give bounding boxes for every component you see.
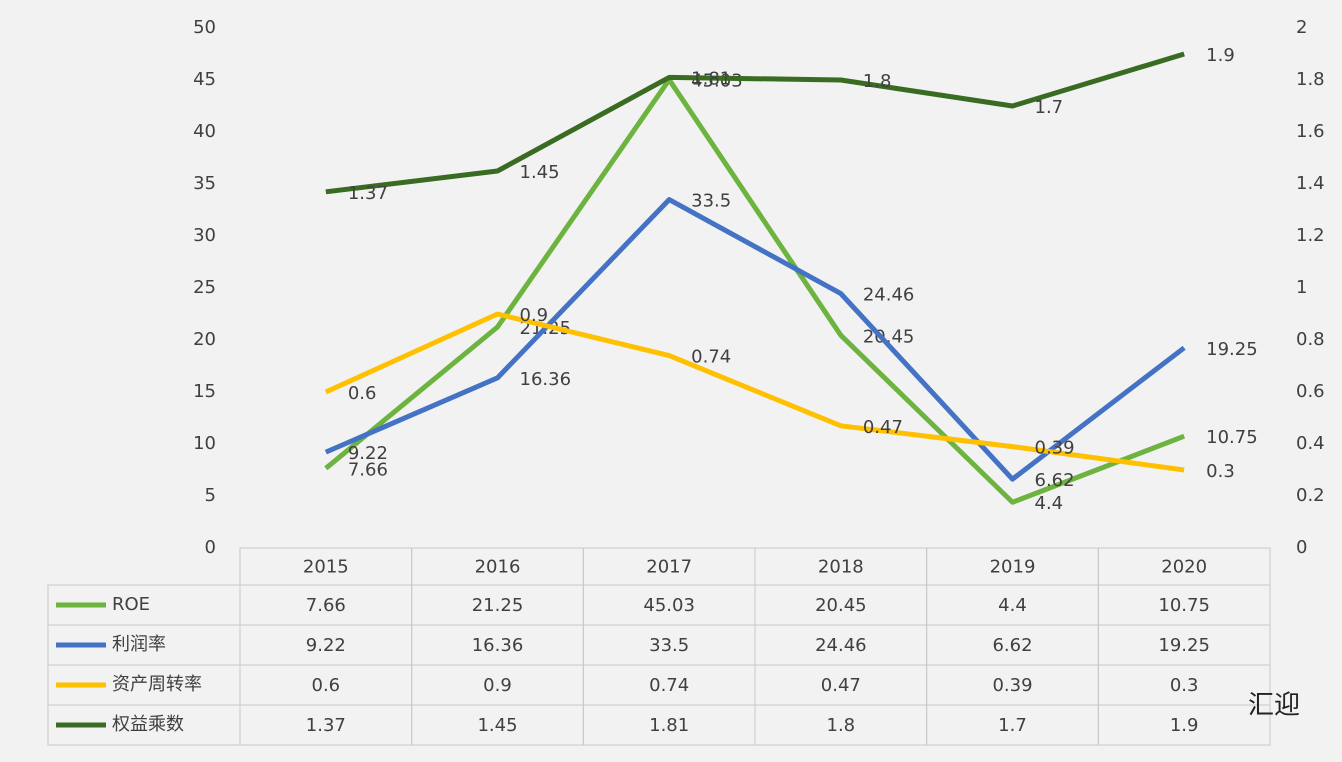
table-header: 2019: [990, 557, 1036, 578]
legend-label: 利润率: [112, 634, 166, 655]
table-value: 1.81: [649, 715, 689, 736]
table-value: 21.25: [472, 595, 524, 616]
y2-tick-label: 0.4: [1296, 433, 1325, 454]
y2-tick-label: 0.6: [1296, 381, 1325, 402]
table-value: 19.25: [1158, 635, 1210, 656]
table-header: 2017: [646, 557, 692, 578]
y-tick-label: 20: [193, 329, 216, 350]
data-label: 0.39: [1035, 438, 1075, 459]
data-label: 1.81: [691, 68, 731, 89]
y-tick-label: 0: [205, 537, 216, 558]
data-label: 1.45: [520, 162, 560, 183]
legend-label: 权益乘数: [112, 714, 184, 735]
table-value: 0.9: [483, 675, 512, 696]
table-value: 6.62: [992, 635, 1032, 656]
y2-tick-label: 0.2: [1296, 485, 1325, 506]
table-header: 2018: [818, 557, 864, 578]
y2-tick-label: 1.8: [1296, 69, 1325, 90]
y-tick-label: 25: [193, 277, 216, 298]
table-value: 16.36: [472, 635, 524, 656]
data-label: 9.22: [348, 443, 388, 464]
table-header: 2015: [303, 557, 349, 578]
table-value: 9.22: [306, 635, 346, 656]
data-label: 1.37: [348, 183, 388, 204]
table-value: 1.45: [477, 715, 517, 736]
y-tick-label: 15: [193, 381, 216, 402]
y-tick-label: 50: [193, 17, 216, 38]
table-header: 2020: [1161, 557, 1207, 578]
y2-tick-label: 1: [1296, 277, 1307, 298]
data-label: 0.6: [348, 383, 377, 404]
data-label: 10.75: [1206, 427, 1258, 448]
data-label: 1.7: [1035, 97, 1064, 118]
legend-label: ROE: [112, 594, 150, 615]
table-value: 0.74: [649, 675, 689, 696]
data-label: 16.36: [520, 369, 572, 390]
data-label: 1.9: [1206, 45, 1235, 66]
table-value: 0.6: [312, 675, 341, 696]
data-label: 4.4: [1035, 493, 1064, 514]
y2-tick-label: 1.2: [1296, 225, 1325, 246]
data-label: 0.47: [863, 417, 903, 438]
table-value: 20.45: [815, 595, 867, 616]
y-tick-label: 35: [193, 173, 216, 194]
table-value: 0.39: [992, 675, 1032, 696]
table-cell: [1097, 704, 1271, 746]
table-value: 0.3: [1170, 675, 1199, 696]
data-label: 0.74: [691, 347, 731, 368]
table-value: 0.47: [821, 675, 861, 696]
table-value: 33.5: [649, 635, 689, 656]
table-value: 24.46: [815, 635, 867, 656]
y-tick-label: 10: [193, 433, 216, 454]
table-value: 10.75: [1158, 595, 1210, 616]
y2-tick-label: 0.8: [1296, 329, 1325, 350]
y-tick-label: 5: [205, 485, 216, 506]
data-label: 19.25: [1206, 339, 1258, 360]
series-line: [324, 77, 1186, 505]
table-value: 1.9: [1170, 715, 1199, 736]
table-value: 7.66: [306, 595, 346, 616]
y-tick-label: 40: [193, 121, 216, 142]
data-label: 0.3: [1206, 461, 1235, 482]
legend-label: 资产周转率: [112, 674, 202, 695]
data-label: 7.66: [348, 459, 388, 480]
y-tick-label: 30: [193, 225, 216, 246]
data-label: 33.5: [691, 191, 731, 212]
y2-tick-label: 0: [1296, 537, 1307, 558]
series-line: [324, 197, 1186, 482]
table-value: 1.37: [306, 715, 346, 736]
watermark: 汇迎: [1248, 691, 1300, 721]
y2-tick-label: 1.6: [1296, 121, 1325, 142]
table-value: 1.8: [827, 715, 856, 736]
data-label: 0.9: [520, 305, 549, 326]
data-label: 1.8: [863, 71, 892, 92]
y2-tick-label: 1.4: [1296, 173, 1325, 194]
table-value: 45.03: [643, 595, 695, 616]
y2-tick-label: 2: [1296, 17, 1307, 38]
table-header: 2016: [475, 557, 521, 578]
table-value: 1.7: [998, 715, 1027, 736]
series-line: [324, 311, 1185, 473]
table-value: 4.4: [998, 595, 1027, 616]
y-tick-label: 45: [193, 69, 216, 90]
data-label: 24.46: [863, 285, 915, 306]
series-line: [325, 51, 1185, 195]
data-label: 6.62: [1035, 470, 1075, 491]
